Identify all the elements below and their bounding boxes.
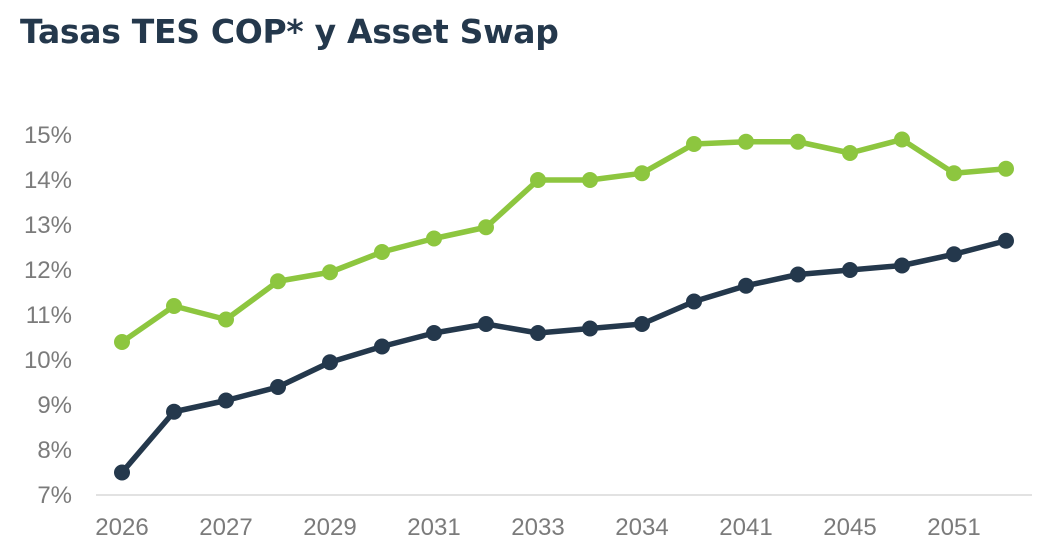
y-tick-label: 15% [24,122,72,149]
data-point-series-2 [270,379,286,395]
data-point-series-2 [530,325,546,341]
data-point-series-1 [894,131,910,148]
x-tick-label: 2051 [927,514,980,541]
data-point-series-1 [218,311,234,328]
x-tick-label: 2026 [95,514,148,541]
data-point-series-1 [634,165,650,182]
data-point-series-2 [582,320,598,337]
y-tick-label: 11% [26,302,72,329]
series-line-2 [119,238,1007,475]
data-point-series-2 [738,277,754,294]
y-tick-label: 13% [24,212,72,239]
x-tick-label: 2031 [407,514,460,541]
y-tick-label: 10% [24,347,72,374]
x-tick-label: 2029 [303,514,356,541]
data-point-series-1 [426,230,442,247]
data-point-series-2 [322,354,338,371]
data-point-series-1 [270,273,286,290]
data-point-series-2 [946,246,962,263]
data-point-series-2 [894,257,910,274]
data-point-series-2 [166,403,182,420]
data-point-series-2 [114,464,130,481]
data-point-series-1 [582,172,598,188]
data-point-series-1 [374,244,390,260]
data-point-series-1 [686,136,702,152]
y-axis-labels: 7% 8% 9% 10% 11% 12% 13% 14% 15% [24,122,72,509]
data-point-series-2 [478,316,494,332]
y-tick-label: 7% [37,482,72,509]
x-tick-label: 2034 [615,514,668,541]
series-layer [114,131,1014,481]
data-point-series-2 [790,266,806,283]
data-point-series-1 [166,298,182,314]
y-tick-label: 8% [37,437,72,464]
data-point-series-2 [686,293,702,310]
data-point-series-1 [114,334,130,350]
y-tick-label: 14% [24,167,72,194]
data-point-series-1 [790,133,806,150]
data-point-series-2 [842,262,858,278]
data-point-series-2 [374,338,390,355]
data-point-series-1 [946,165,962,182]
data-point-series-1 [478,219,494,236]
x-tick-label: 2041 [719,514,772,541]
x-tick-label: 2033 [511,514,564,541]
x-tick-label: 2027 [199,514,252,541]
data-point-series-1 [738,133,754,150]
series-line-1 [120,136,1007,345]
data-point-series-1 [842,145,858,161]
data-point-series-2 [218,392,234,409]
y-tick-label: 12% [24,257,72,284]
x-axis-labels: 2026 2027 2029 2031 2033 2034 2041 2045 2051 [95,514,980,541]
data-point-series-2 [426,325,442,341]
chart-title: Tasas TES COP* y Asset Swap [20,12,559,51]
data-point-series-1 [322,264,338,281]
y-tick-label: 9% [37,392,72,419]
data-point-series-1 [998,160,1014,177]
data-point-series-1 [530,172,546,188]
x-tick-label: 2045 [823,514,876,541]
data-point-series-2 [634,316,650,332]
data-point-series-2 [998,232,1014,249]
